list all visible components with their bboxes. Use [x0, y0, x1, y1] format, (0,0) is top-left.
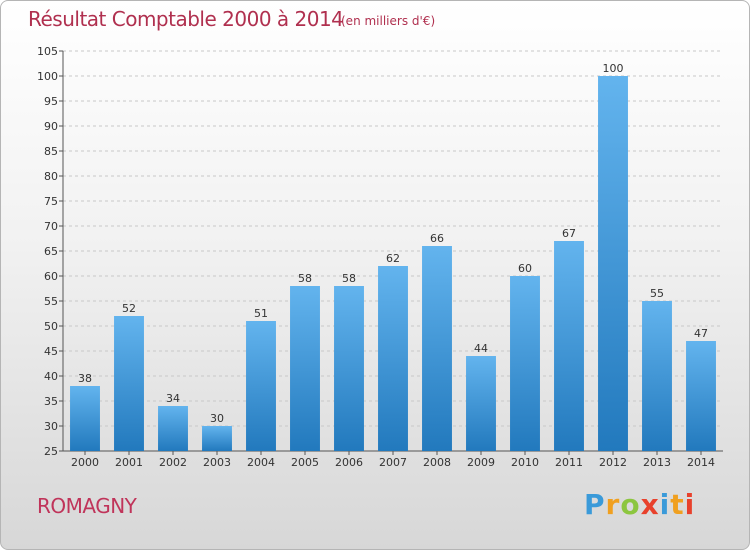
bar-2005: [290, 286, 320, 451]
axes: 25 30 35 40 45 50 55 60 65 70 75 80 85 90 95 100 105 2000…: [37, 45, 723, 469]
data-label-2014: 47: [694, 327, 708, 340]
y-tick-label: 100: [37, 70, 58, 83]
x-tick-label-2008: 2008: [423, 456, 451, 469]
x-tick-label-2001: 2001: [115, 456, 143, 469]
chart-title: Résultat Comptable 2000 à 2014: [28, 7, 344, 31]
data-label-2007: 62: [386, 252, 400, 265]
y-tick-label: 40: [44, 370, 58, 383]
bar-2007: [378, 266, 408, 451]
bar-2003: [202, 426, 232, 451]
data-label-2006: 58: [342, 272, 356, 285]
data-label-2011: 67: [562, 227, 576, 240]
y-tick-label: 70: [44, 220, 58, 233]
chart-subtitle: (en milliers d'€): [341, 14, 436, 28]
bar-2013: [642, 301, 672, 451]
data-label-2000: 38: [78, 372, 92, 385]
place-name: ROMAGNY: [37, 494, 137, 518]
x-tick-label-2010: 2010: [511, 456, 539, 469]
y-tick-label: 35: [44, 395, 58, 408]
y-tick-label: 45: [44, 345, 58, 358]
data-label-2008: 66: [430, 232, 444, 245]
data-label-2009: 44: [474, 342, 488, 355]
x-tick-label-2004: 2004: [247, 456, 275, 469]
bar-2011: [554, 241, 584, 451]
bar-2001: [114, 316, 144, 451]
x-tick-label-2009: 2009: [467, 456, 495, 469]
data-label-2004: 51: [254, 307, 268, 320]
data-label-2005: 58: [298, 272, 312, 285]
x-tick-label-2014: 2014: [687, 456, 715, 469]
x-tick-label-2012: 2012: [599, 456, 627, 469]
data-labels: 38 52 34 30 51 58 58 62 66 44 60 67 100 55 47: [78, 62, 708, 425]
bar-2008: [422, 246, 452, 451]
bar-2009: [466, 356, 496, 451]
data-label-2001: 52: [122, 302, 136, 315]
x-tick-label-2011: 2011: [555, 456, 583, 469]
y-tick-label: 85: [44, 145, 58, 158]
bar-2014: [686, 341, 716, 451]
bars: [70, 76, 716, 451]
y-tick-label: 30: [44, 420, 58, 433]
proxiti-logo[interactable]: Proxiti: [584, 488, 696, 521]
y-tick-label: 80: [44, 170, 58, 183]
data-label-2003: 30: [210, 412, 224, 425]
bar-2010: [510, 276, 540, 451]
y-tick-label: 60: [44, 270, 58, 283]
bar-2000: [70, 386, 100, 451]
y-tick-label: 25: [44, 445, 58, 458]
x-tick-label-2006: 2006: [335, 456, 363, 469]
data-label-2012: 100: [603, 62, 624, 75]
data-label-2002: 34: [166, 392, 180, 405]
x-tick-label-2003: 2003: [203, 456, 231, 469]
x-tick-label-2002: 2002: [159, 456, 187, 469]
y-tick-label: 75: [44, 195, 58, 208]
bar-2004: [246, 321, 276, 451]
y-tick-label: 65: [44, 245, 58, 258]
x-tick-label-2000: 2000: [71, 456, 99, 469]
bar-2012: [598, 76, 628, 451]
x-tick-label-2013: 2013: [643, 456, 671, 469]
bar-2002: [158, 406, 188, 451]
y-tick-label: 55: [44, 295, 58, 308]
y-tick-label: 105: [37, 45, 58, 58]
y-tick-label: 95: [44, 95, 58, 108]
y-tick-label: 50: [44, 320, 58, 333]
data-label-2010: 60: [518, 262, 532, 275]
y-tick-label: 90: [44, 120, 58, 133]
x-tick-label-2007: 2007: [379, 456, 407, 469]
data-label-2013: 55: [650, 287, 664, 300]
x-tick-label-2005: 2005: [291, 456, 319, 469]
bar-2006: [334, 286, 364, 451]
